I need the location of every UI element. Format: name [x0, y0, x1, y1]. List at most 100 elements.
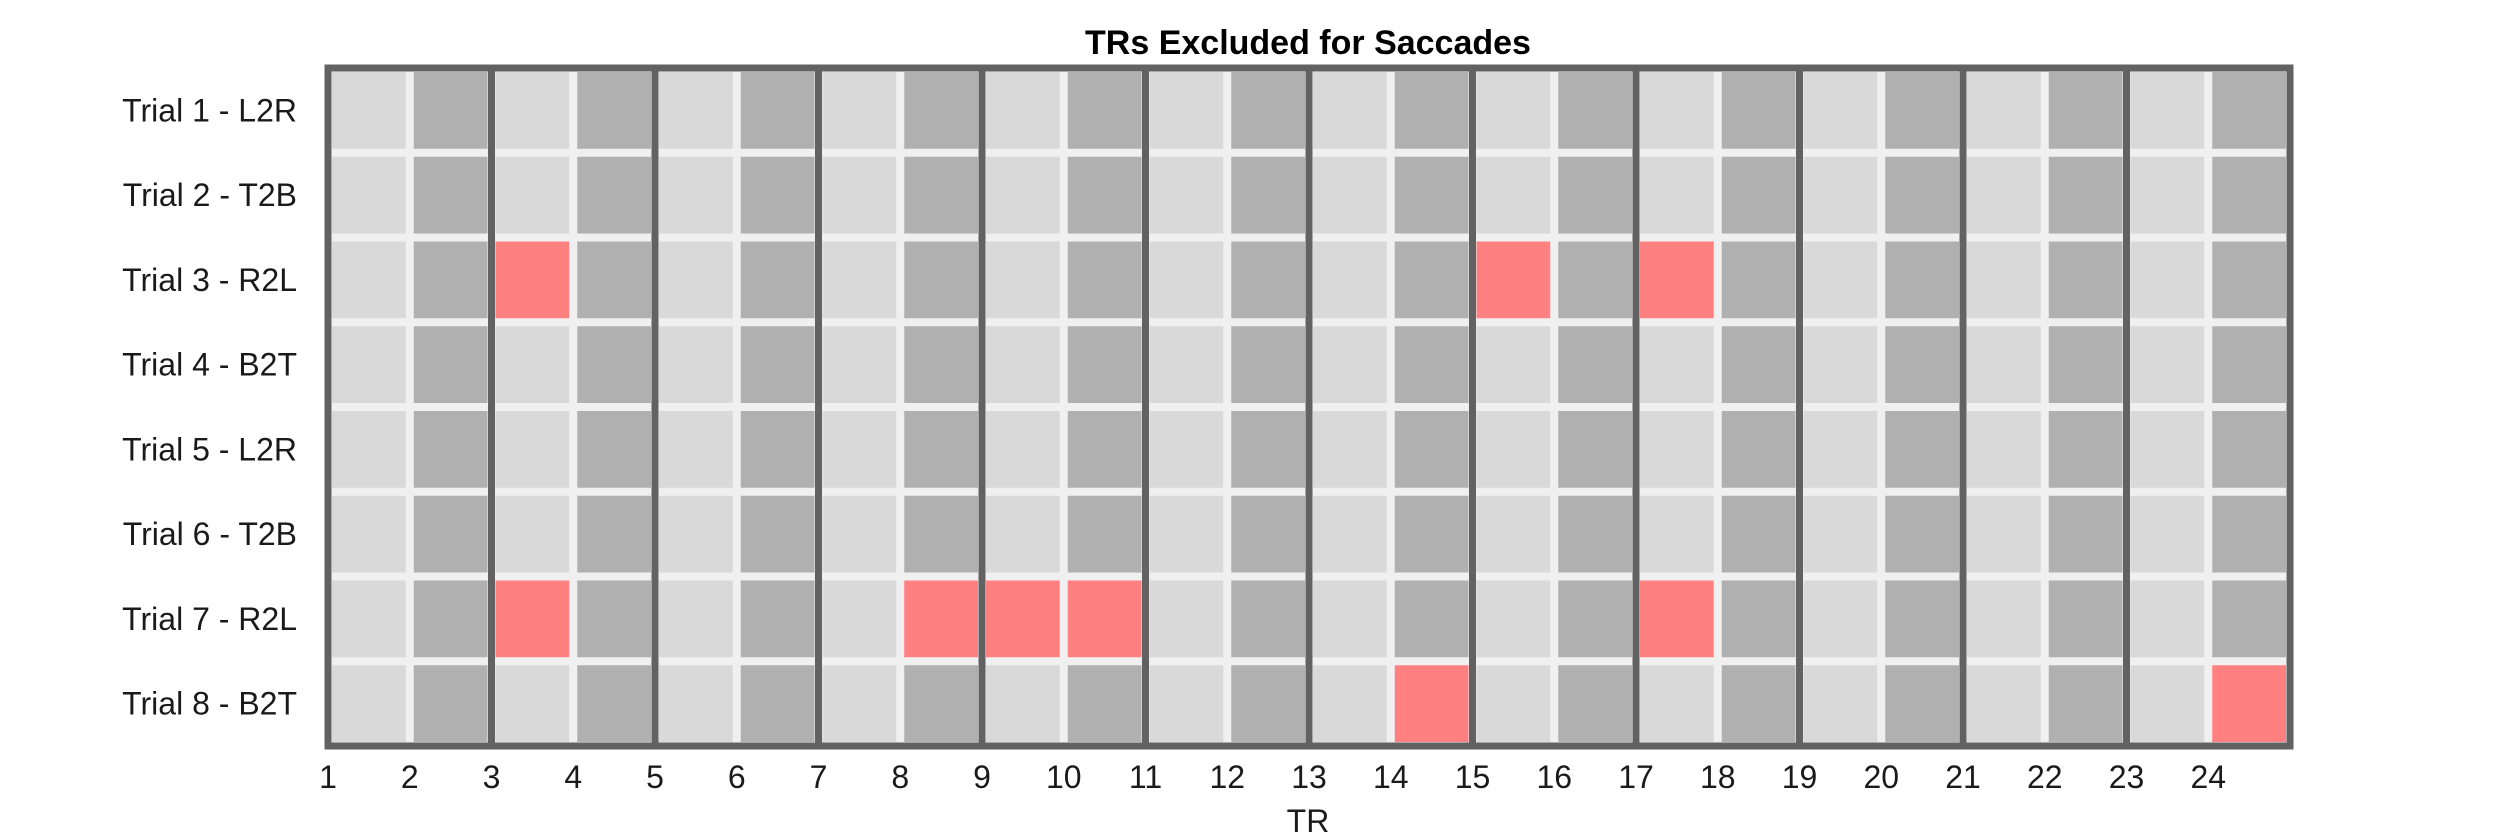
cell [1967, 495, 2041, 573]
cell [1721, 326, 1796, 403]
cell [904, 156, 978, 234]
cell [659, 72, 733, 149]
cell [904, 241, 978, 319]
cell [495, 72, 570, 149]
cell [659, 580, 733, 658]
cell [904, 495, 978, 573]
cell [2048, 156, 2123, 234]
chart-title: TRs Excluded for Saccades [1085, 24, 1531, 62]
cell [904, 326, 978, 403]
cell [1721, 665, 1796, 742]
plot-frame [324, 64, 2294, 750]
cell [2048, 72, 2123, 149]
cell [1640, 495, 1714, 573]
cell [413, 241, 488, 319]
cell [332, 665, 406, 742]
cell [1721, 580, 1796, 658]
cell [740, 495, 815, 573]
tr-boundary-lines [324, 64, 2294, 750]
cell [1967, 326, 2041, 403]
cell [1149, 665, 1224, 742]
x-tick-label: 14 [1373, 759, 1409, 795]
trial-label: Trial 3 - R2L [122, 262, 297, 298]
x-tick-label: 1 [319, 759, 337, 795]
cell [740, 156, 815, 234]
cell [740, 72, 815, 149]
cell [2130, 326, 2205, 403]
cell [577, 156, 651, 234]
cell [495, 411, 570, 488]
x-tick-label: 8 [891, 759, 909, 795]
excluded-cell [986, 580, 1060, 658]
cell [1067, 241, 1142, 319]
cell [413, 72, 488, 149]
cell [986, 495, 1060, 573]
cell [2212, 72, 2286, 149]
cell [1967, 156, 2041, 234]
cell [659, 665, 733, 742]
trial-label: Trial 4 - B2T [122, 347, 297, 383]
cell [659, 326, 733, 403]
cell [1558, 72, 1632, 149]
cell [2212, 326, 2286, 403]
cell [1885, 411, 1959, 488]
cell [1558, 326, 1632, 403]
x-tick-label: 11 [1129, 759, 1162, 795]
x-tick-label: 24 [2190, 759, 2226, 795]
cell [1803, 241, 1878, 319]
cell [1313, 156, 1387, 234]
x-tick-label: 3 [483, 759, 501, 795]
cell [740, 241, 815, 319]
cell [332, 495, 406, 573]
cell [2130, 665, 2205, 742]
cell [1313, 580, 1387, 658]
x-tick-label: 16 [1536, 759, 1572, 795]
heatmap-cells [332, 72, 2286, 742]
cell [1803, 72, 1878, 149]
cell [1885, 241, 1959, 319]
cell [495, 156, 570, 234]
cell [1476, 411, 1551, 488]
cell [822, 241, 897, 319]
cell [1967, 665, 2041, 742]
cell [822, 326, 897, 403]
cell [1313, 495, 1387, 573]
cell [332, 411, 406, 488]
cell [986, 156, 1060, 234]
cell [740, 411, 815, 488]
x-tick-label: 22 [2027, 759, 2063, 795]
cell [1149, 156, 1224, 234]
cell [1558, 241, 1632, 319]
cell [1721, 241, 1796, 319]
cell [577, 241, 651, 319]
cell [1394, 241, 1469, 319]
excluded-cell [495, 580, 570, 658]
cell [577, 326, 651, 403]
cell [2130, 241, 2205, 319]
cell [413, 665, 488, 742]
cell [904, 665, 978, 742]
x-tick-label: 13 [1291, 759, 1327, 795]
cell [413, 411, 488, 488]
cell [1067, 495, 1142, 573]
cell [2212, 495, 2286, 573]
cell [577, 580, 651, 658]
cell [1640, 665, 1714, 742]
cell [1885, 580, 1959, 658]
cell [1967, 72, 2041, 149]
trial-label: Trial 8 - B2T [122, 686, 297, 722]
cell [2130, 411, 2205, 488]
x-tick-label: 5 [646, 759, 664, 795]
cell [1885, 326, 1959, 403]
cell [413, 326, 488, 403]
cell [332, 156, 406, 234]
cell [986, 241, 1060, 319]
x-axis-label: TR [1287, 803, 1330, 833]
cell [1558, 156, 1632, 234]
cell [1231, 156, 1305, 234]
cell [1149, 411, 1224, 488]
x-tick-label: 12 [1209, 759, 1245, 795]
cell [1231, 241, 1305, 319]
cell [1803, 580, 1878, 658]
cell [1067, 665, 1142, 742]
